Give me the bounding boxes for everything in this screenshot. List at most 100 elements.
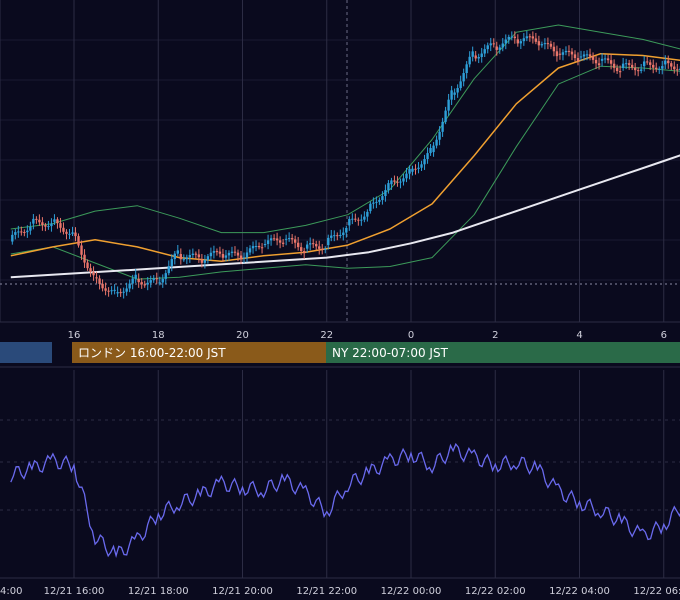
candle-down (312, 243, 315, 245)
candle-up (149, 280, 152, 283)
ny-session-label: NY 22:00-07:00 JST (332, 346, 449, 360)
candle-down (86, 262, 89, 269)
candle-down (627, 63, 631, 65)
candle-up (579, 56, 583, 58)
candle-up (585, 54, 589, 56)
candle-down (597, 63, 601, 66)
price-x-tick-label: 4 (576, 330, 582, 341)
candle-down (239, 255, 243, 260)
candle-up (26, 230, 29, 233)
candle-up (360, 219, 363, 221)
bollinger-lower-line (10, 65, 680, 280)
candle-down (77, 236, 80, 246)
candle-down (558, 53, 562, 55)
candle-down (513, 36, 517, 39)
candle-up (164, 273, 167, 279)
candle-down (143, 284, 146, 286)
candle-up (399, 181, 402, 183)
candle-down (197, 254, 201, 258)
candle-up (444, 110, 447, 122)
candle-up (182, 259, 186, 261)
candle-down (98, 278, 101, 284)
candle-up (146, 282, 149, 285)
candle-down (676, 69, 679, 71)
candle-down (218, 251, 222, 254)
candle-down (336, 235, 339, 237)
candle-down (531, 36, 535, 39)
candle-down (89, 268, 92, 272)
candle-up (342, 232, 345, 236)
price-pane[interactable]: 16 18 20 22 0 2 4 6 (0, 0, 680, 341)
candle-up (245, 252, 249, 258)
candle-up (251, 246, 255, 249)
candle-up (504, 39, 507, 44)
candle-down (573, 54, 577, 59)
candle-down (23, 231, 26, 233)
candle-down (200, 259, 204, 263)
candle-down (474, 55, 477, 59)
candle-up (125, 288, 128, 292)
candle-down (296, 242, 300, 248)
bollinger-upper-line (10, 24, 680, 234)
candle-up (50, 223, 53, 227)
candle-down (516, 39, 520, 44)
candle-down (318, 246, 321, 249)
candle-up (411, 168, 414, 172)
candle-up (639, 69, 643, 71)
price-x-tick-label: 22 (320, 330, 333, 341)
candle-up (269, 238, 273, 241)
candle-up (248, 248, 252, 253)
candle-down (534, 38, 538, 42)
candle-up (29, 226, 32, 231)
osc-x-tick-label-partial: 4:00 (0, 586, 22, 597)
session-bar: ロンドン 16:00-22:00 JST NY 22:00-07:00 JST (0, 342, 680, 363)
price-x-tick-label: 6 (661, 330, 667, 341)
candle-up (369, 203, 372, 212)
candle-up (624, 63, 628, 65)
ma-short-line (10, 52, 680, 262)
candle-up (188, 254, 192, 258)
candle-up (465, 64, 468, 74)
tokyo-session-block (0, 342, 52, 363)
candle-up (600, 58, 604, 61)
candle-up (381, 196, 384, 200)
candle-down (272, 238, 276, 240)
candle-down (655, 67, 658, 70)
oscillator-pane[interactable]: 12/21 16:00 12/21 18:00 12/21 20:00 12/21 2… (0, 370, 680, 597)
candle-up (68, 233, 71, 235)
candle-down (612, 63, 616, 68)
candle-up (203, 260, 207, 263)
candle-up (330, 235, 333, 238)
candle-down (155, 278, 158, 280)
candle-down (633, 67, 637, 71)
candle-down (576, 58, 580, 62)
candle-up (170, 259, 173, 267)
candle-up (432, 145, 435, 153)
candle-down (649, 62, 652, 65)
candle-up (254, 245, 258, 247)
candle-down (546, 43, 550, 45)
candle-down (537, 41, 541, 46)
candle-up (131, 278, 134, 284)
candle-up (441, 121, 444, 132)
candle-up (429, 148, 432, 154)
candle-down (549, 43, 553, 47)
candle-down (315, 244, 318, 247)
candle-down (591, 56, 595, 60)
candle-up (621, 63, 625, 68)
candle-up (327, 237, 330, 246)
candle-up (453, 92, 456, 95)
price-x-tick-label: 0 (408, 330, 414, 341)
candle-up (53, 219, 56, 222)
candle-up (664, 60, 667, 65)
candle-up (339, 235, 342, 237)
candle-up (658, 68, 661, 70)
candle-up (17, 231, 20, 233)
candle-up (486, 45, 489, 50)
candle-up (173, 253, 176, 260)
candle-up (122, 291, 125, 293)
candle-up (582, 54, 586, 57)
